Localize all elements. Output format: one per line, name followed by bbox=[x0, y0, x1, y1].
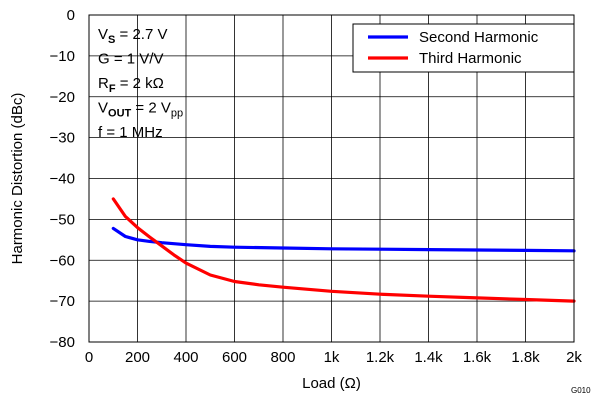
legend-label: Third Harmonic bbox=[419, 50, 522, 67]
series-layer bbox=[111, 197, 576, 303]
y-tick-label: −80 bbox=[50, 334, 75, 351]
x-tick-label: 1k bbox=[324, 349, 340, 366]
x-tick-label: 0 bbox=[85, 349, 93, 366]
x-tick-label: 1.8k bbox=[511, 349, 540, 366]
x-tick-label: 200 bbox=[125, 349, 150, 366]
annotation-line: VOUT = 2 Vpp bbox=[98, 100, 183, 120]
figure-id: G010 bbox=[571, 386, 591, 395]
x-tick-label: 600 bbox=[222, 349, 247, 366]
x-tick-label: 400 bbox=[173, 349, 198, 366]
y-tick-label: −30 bbox=[50, 130, 75, 147]
series-line-1 bbox=[111, 226, 576, 253]
x-tick-labels: 0 200 400 600 800 1k 1.2k 1.4k 1.6k 1.8k 2k bbox=[85, 349, 583, 366]
y-tick-label: −50 bbox=[50, 211, 75, 228]
annotation-line: G = 1 V/V bbox=[98, 51, 163, 68]
y-tick-label: 0 bbox=[67, 7, 75, 24]
legend-box bbox=[352, 23, 575, 73]
plot-frame bbox=[88, 14, 575, 343]
x-tick-label: 800 bbox=[270, 349, 295, 366]
x-tick-label: 2k bbox=[566, 349, 582, 366]
annotation-line: VS = 2.7 V bbox=[98, 26, 167, 46]
x-axis-label: Load (Ω) bbox=[302, 375, 361, 392]
y-tick-label: −40 bbox=[50, 171, 75, 188]
legend-label: Second Harmonic bbox=[419, 29, 539, 46]
annotation-line: RF = 2 kΩ bbox=[98, 75, 164, 95]
y-tick-label: −20 bbox=[50, 89, 75, 106]
y-tick-label: −10 bbox=[50, 48, 75, 65]
y-axis-label: Harmonic Distortion (dBc) bbox=[9, 93, 26, 265]
y-tick-label: −60 bbox=[50, 252, 75, 269]
x-tick-label: 1.6k bbox=[463, 349, 492, 366]
x-tick-label: 1.4k bbox=[414, 349, 443, 366]
series-line-2 bbox=[111, 197, 576, 303]
y-tick-labels: 0 −10 −20 −30 −40 −50 −60 −70 −80 bbox=[50, 7, 75, 351]
annotation-line: f = 1 MHz bbox=[98, 124, 163, 141]
y-tick-label: −70 bbox=[50, 293, 75, 310]
x-tick-label: 1.2k bbox=[366, 349, 395, 366]
legend: Second Harmonic Third Harmonic bbox=[352, 23, 575, 73]
conditions-annotation: VS = 2.7 V G = 1 V/V RF = 2 kΩ VOUT = 2 Vpp… bbox=[98, 26, 183, 141]
